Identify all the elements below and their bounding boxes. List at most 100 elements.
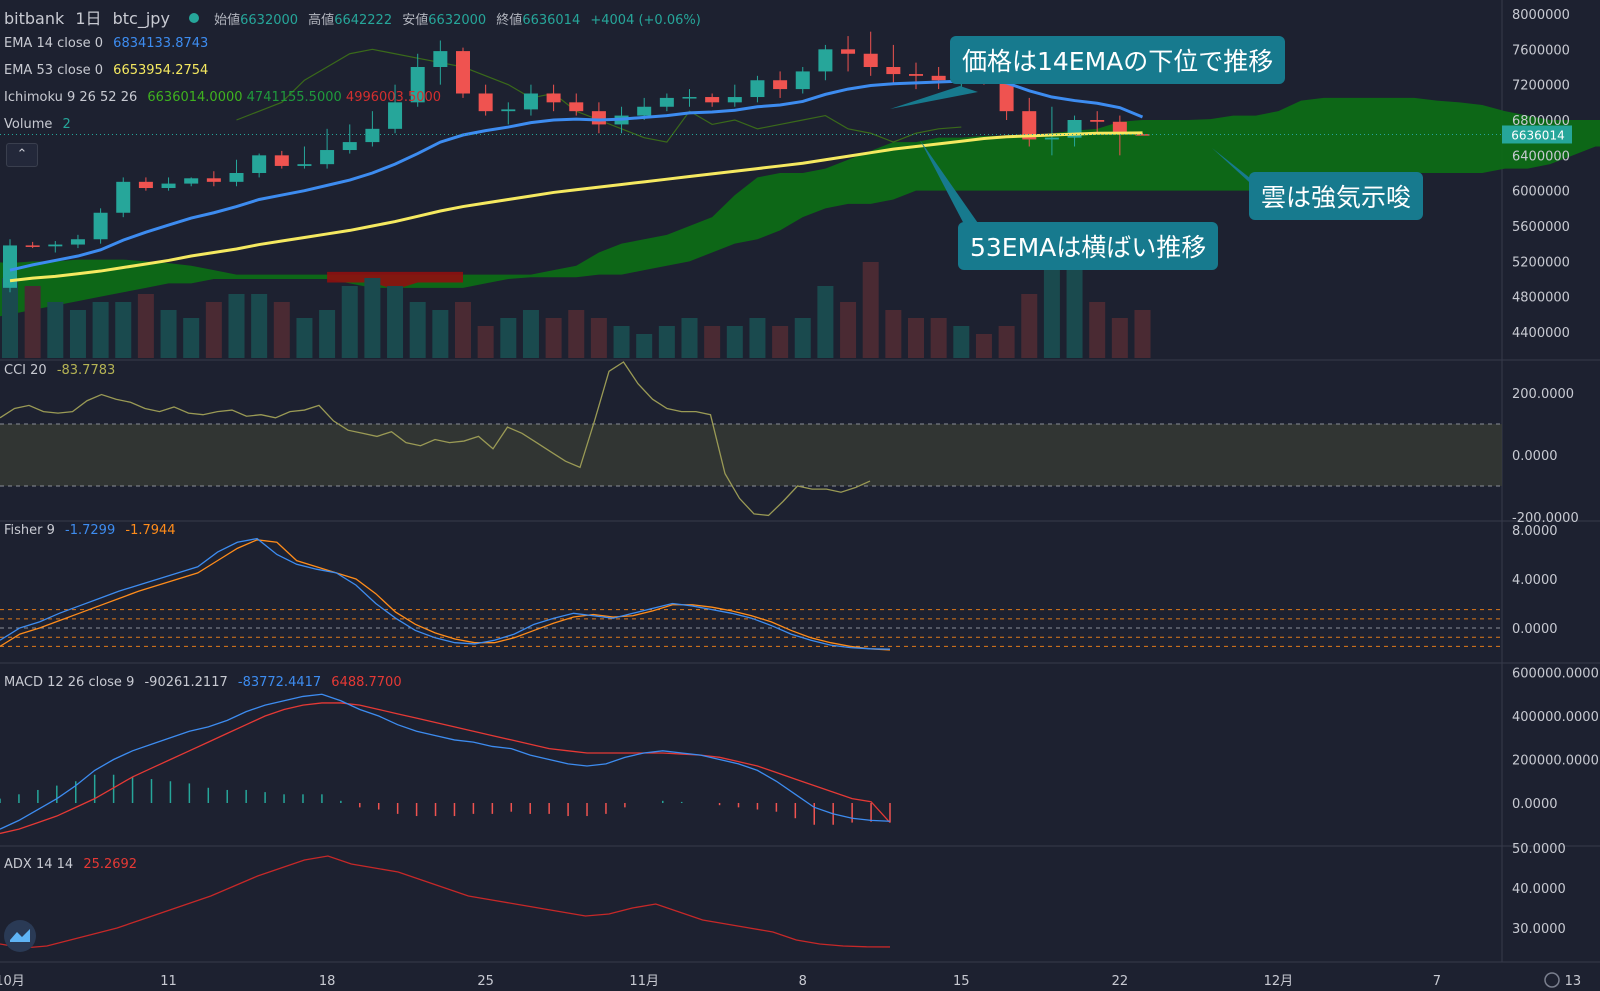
macd-tick-label: 400000.0000 [1512,710,1599,725]
volume-bar [998,326,1015,358]
candle [229,159,244,187]
volume-bar [364,278,381,358]
volume-bar [251,294,268,358]
candle-body [116,181,131,213]
change-value: +4004 (+0.06%) [590,13,701,28]
low-value: 6632000 [428,13,487,28]
candle [818,44,833,81]
volume-bar [817,286,834,358]
macd-label: MACD 12 26 close 9 [4,675,135,690]
symbol-name[interactable]: btc_jpy [112,9,170,28]
candle-body [297,164,312,166]
volume-bar [24,286,41,358]
adx-tick-label: 50.0000 [1512,842,1566,857]
candle-body [727,97,742,103]
high-label: 高値 [308,13,335,28]
volume-legend[interactable]: Volume 2 [4,117,77,132]
volume-bar [137,294,154,358]
volume-bar [749,318,766,358]
volume-bar [658,326,675,358]
ema53-legend[interactable]: EMA 53 close 0 6653954.2754 [4,63,214,78]
ema14-value: 6834133.8743 [113,36,209,51]
price-tick-label: 8000000 [1512,8,1570,23]
candle-body [70,239,85,245]
volume-bar [2,278,18,358]
volume-bar [1021,294,1038,358]
macd-legend[interactable]: MACD 12 26 close 9 -90261.2117 -83772.44… [4,675,408,690]
candle [138,177,153,191]
candle-body [682,97,697,99]
candle [161,177,176,191]
cci-label: CCI 20 [4,363,47,378]
candle [433,40,448,85]
time-tick-label: 11月 [629,974,659,989]
candle-body [1044,137,1059,140]
ichimoku-value-3: 4996003.5000 [345,90,442,105]
candle-body [886,67,901,75]
volume-value: 2 [62,117,71,132]
candle-body [138,181,153,189]
settings-gear-icon [1544,972,1560,988]
volume-bar [930,318,947,358]
candle-body [773,80,788,90]
candle-body [705,97,720,103]
volume-bar [115,302,132,358]
ema14-legend[interactable]: EMA 14 close 0 6834133.8743 [4,36,214,51]
price-tick-label: 5200000 [1512,255,1570,270]
symbol-header[interactable]: bitbank 1日 btc_jpy 始値6632000 高値6642222 安… [4,5,713,29]
macd-line [0,693,891,830]
candle-body [229,173,244,182]
time-tick-label: 25 [477,974,494,989]
collapse-legend-button[interactable]: ⌃ [6,143,38,167]
candle [478,84,493,116]
volume-bar [183,318,200,358]
volume-bar [273,302,290,358]
volume-bar [885,310,902,358]
price-tick-label: 5600000 [1512,220,1570,235]
ichimoku-value-1: 6636014.0000 [147,90,243,105]
volume-bar [319,310,336,358]
adx-line [0,855,891,949]
ichimoku-label: Ichimoku 9 26 52 26 [4,90,138,105]
candle [320,128,335,169]
volume-bar [160,310,177,358]
ichimoku-cloud [0,97,1600,317]
callout-ema53-flat: 53EMAは横ばい推移 [958,222,1219,270]
volume-bar [387,286,404,358]
candle-body [274,155,289,166]
open-value: 6632000 [240,13,299,28]
adx-legend[interactable]: ADX 14 14 25.2692 [4,857,143,872]
time-tick-label: 22 [1112,974,1129,989]
price-tick-label: 6000000 [1512,185,1570,200]
candle [1044,106,1059,156]
close-value: 6636014 [522,13,581,28]
candle-body [659,97,674,107]
callout-cloud-bullish: 雲は強気示唆 [1249,172,1424,220]
macd-tick-label: 0.0000 [1512,797,1558,812]
candle-body [342,142,357,151]
candle [1090,111,1105,134]
candle-body [569,102,584,112]
volume-bar [681,318,698,358]
volume-bar [704,326,721,358]
tradingview-logo-icon[interactable] [4,920,36,952]
candle [863,31,878,76]
ema53-line [9,131,1143,283]
volume-bar [726,326,743,358]
candle-body [365,128,380,143]
interval-label[interactable]: 1日 [75,9,102,28]
cci-band [0,424,1502,486]
volume-bar [92,302,109,358]
callout-pointer [1212,148,1260,192]
candle-body [863,53,878,67]
ichimoku-legend[interactable]: Ichimoku 9 26 52 26 6636014.0000 4741155… [4,90,447,105]
cci-legend[interactable]: CCI 20 -83.7783 [4,363,121,378]
price-tag-bg [1502,125,1572,144]
fisher-label: Fisher 9 [4,523,55,538]
candle-body [478,93,493,112]
fisher-legend[interactable]: Fisher 9 -1.7299 -1.7944 [4,523,182,538]
volume-bar [228,294,245,358]
volume-bar [455,302,471,358]
volume-bar [409,302,426,358]
